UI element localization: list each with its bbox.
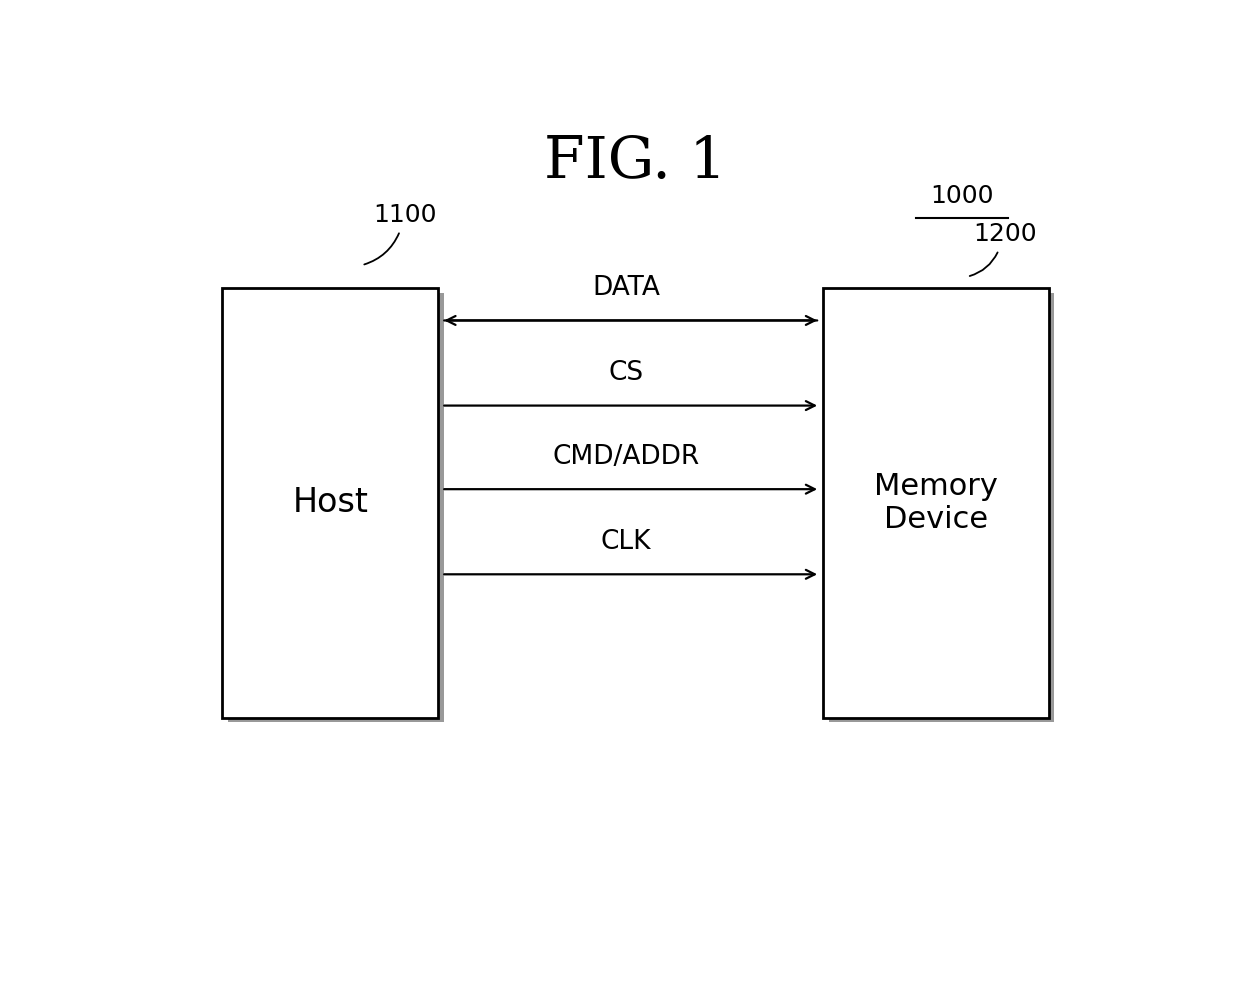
Text: Host: Host (293, 486, 368, 520)
Text: DATA: DATA (591, 275, 660, 301)
Text: CMD/ADDR: CMD/ADDR (552, 444, 699, 470)
Text: FIG. 1: FIG. 1 (544, 133, 727, 189)
Text: Memory
Device: Memory Device (874, 472, 998, 534)
Text: 1000: 1000 (930, 183, 994, 208)
Text: CS: CS (609, 361, 644, 386)
Bar (828, 293, 1054, 722)
Text: CLK: CLK (600, 529, 651, 555)
Text: 1100: 1100 (373, 203, 436, 227)
Text: 1200: 1200 (973, 222, 1038, 246)
Bar (823, 288, 1049, 718)
Bar (222, 288, 439, 718)
Bar (228, 293, 444, 722)
